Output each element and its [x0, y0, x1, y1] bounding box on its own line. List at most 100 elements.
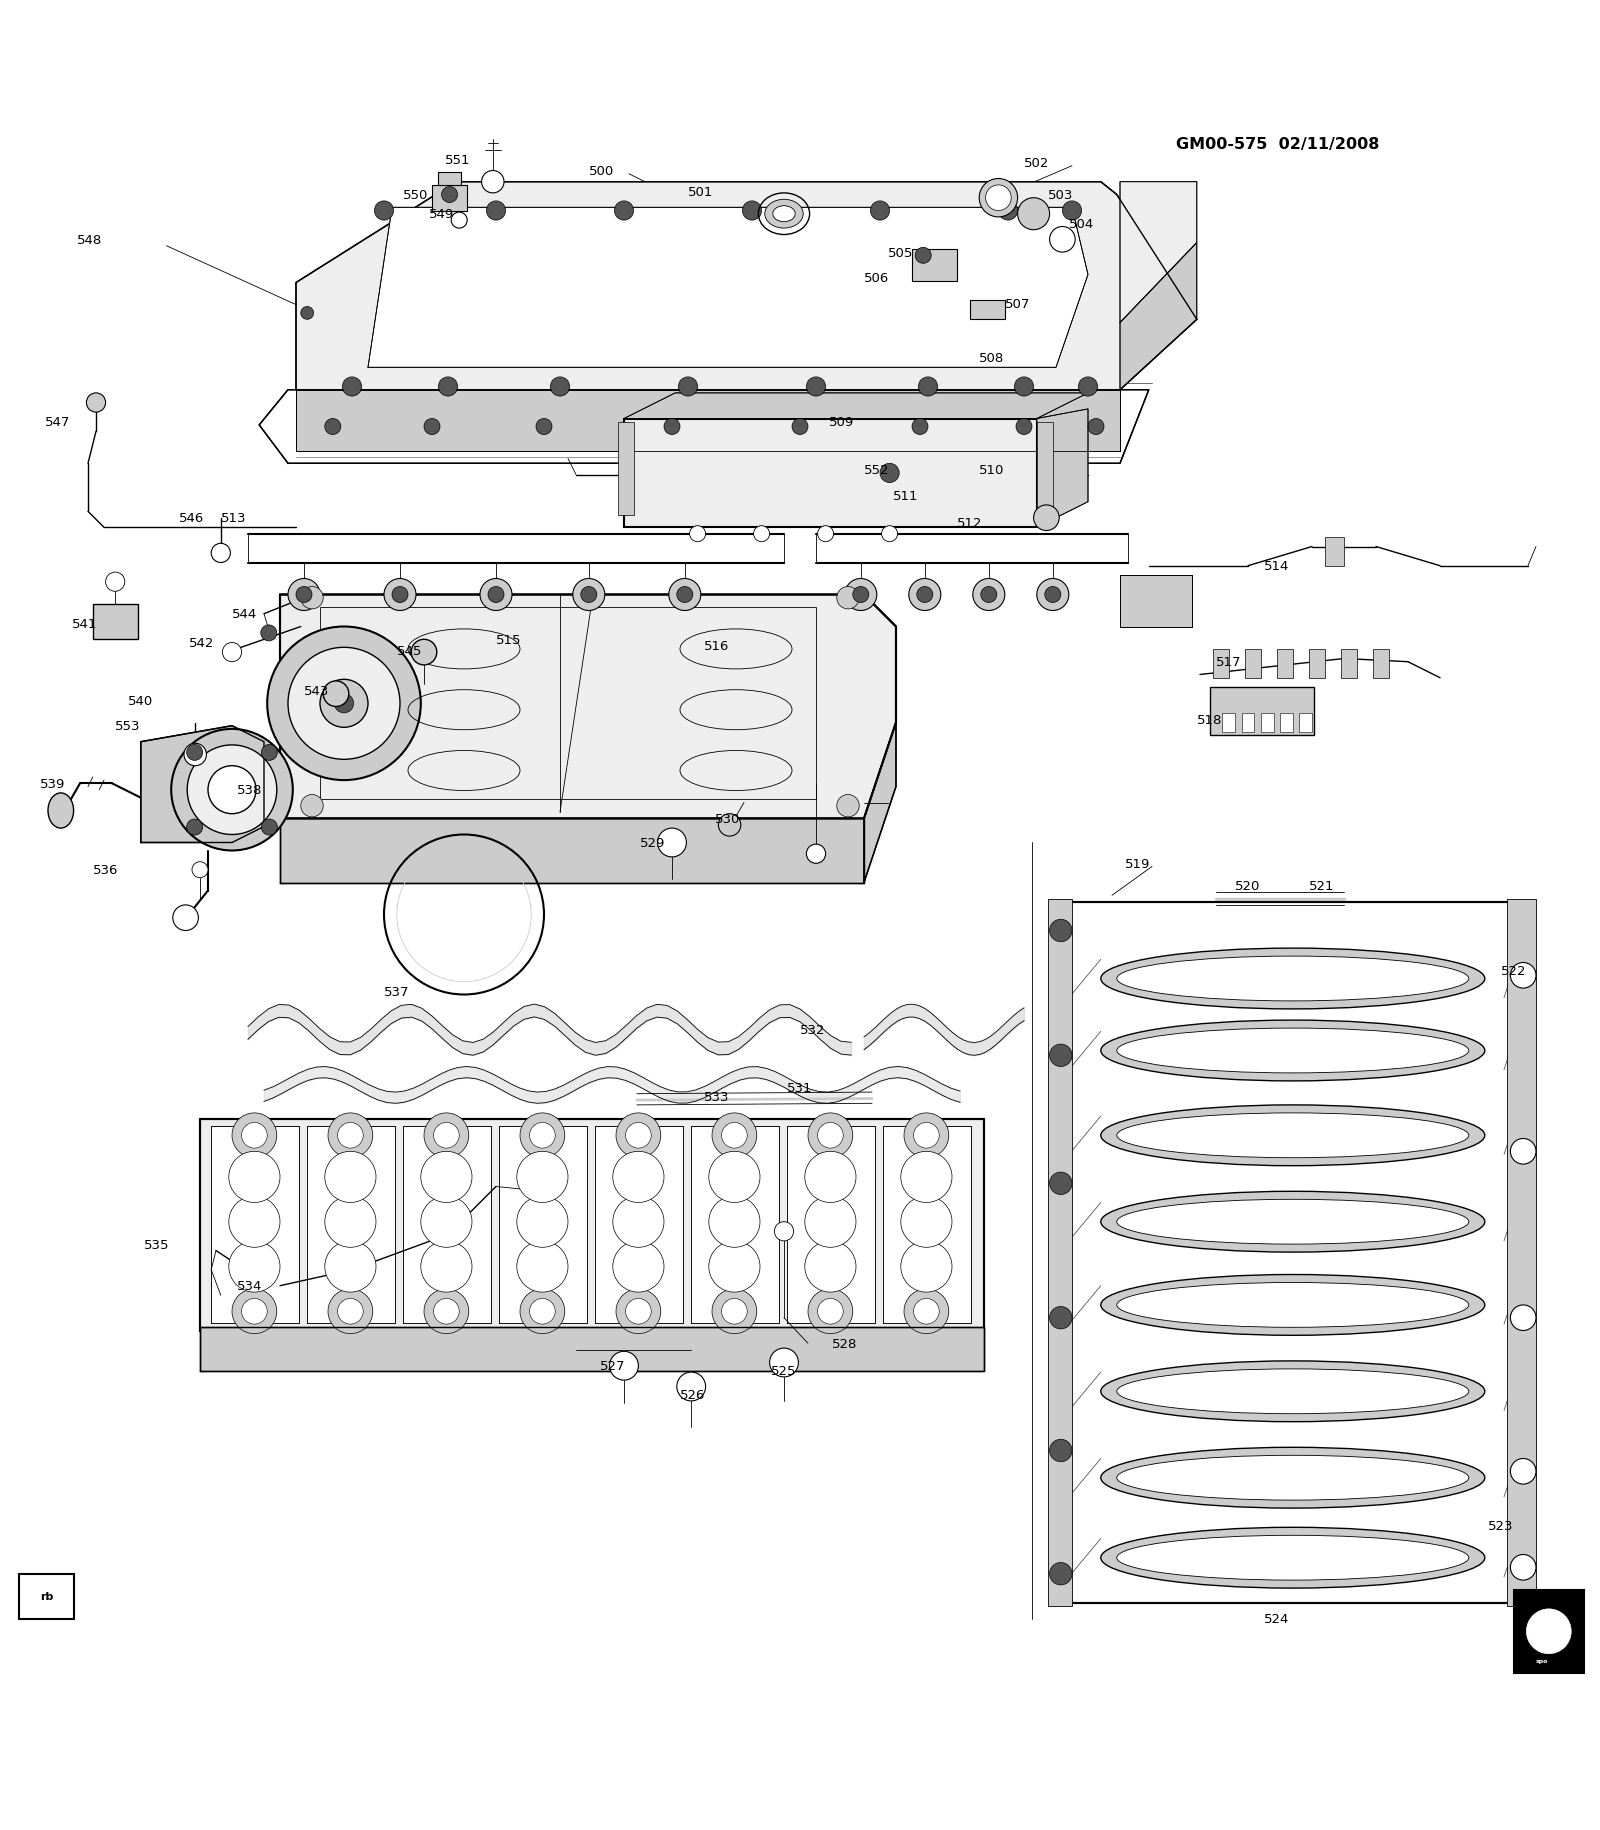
- Polygon shape: [307, 1125, 395, 1323]
- Bar: [1242, 714, 1254, 732]
- Ellipse shape: [1101, 1362, 1485, 1422]
- Bar: [432, 187, 467, 212]
- Circle shape: [722, 1124, 747, 1149]
- Text: 512: 512: [957, 516, 982, 529]
- Circle shape: [520, 1288, 565, 1334]
- Circle shape: [288, 648, 400, 759]
- Text: 518: 518: [1197, 714, 1222, 727]
- Circle shape: [242, 1299, 267, 1325]
- Circle shape: [1050, 1307, 1072, 1329]
- Circle shape: [520, 1113, 565, 1158]
- Circle shape: [229, 1197, 280, 1248]
- Text: 523: 523: [1488, 1519, 1514, 1532]
- Circle shape: [261, 626, 277, 642]
- Bar: [1037, 423, 1053, 516]
- Bar: [1048, 899, 1072, 1605]
- Ellipse shape: [1101, 1448, 1485, 1508]
- Circle shape: [173, 906, 198, 931]
- Circle shape: [1037, 578, 1069, 611]
- Circle shape: [709, 1197, 760, 1248]
- Ellipse shape: [1117, 1455, 1469, 1501]
- Text: 502: 502: [1024, 157, 1050, 170]
- Circle shape: [818, 1299, 843, 1325]
- Text: 521: 521: [1309, 880, 1334, 893]
- Ellipse shape: [1117, 1113, 1469, 1158]
- Circle shape: [808, 1113, 853, 1158]
- Circle shape: [421, 1197, 472, 1248]
- Text: 549: 549: [429, 209, 454, 221]
- Circle shape: [338, 1299, 363, 1325]
- Circle shape: [754, 527, 770, 542]
- Text: 546: 546: [179, 512, 205, 525]
- Text: gm: gm: [1539, 1643, 1552, 1652]
- Circle shape: [424, 1288, 469, 1334]
- Circle shape: [480, 578, 512, 611]
- Polygon shape: [211, 1125, 299, 1323]
- Circle shape: [613, 1197, 664, 1248]
- Bar: [1213, 650, 1229, 679]
- Text: 533: 533: [704, 1091, 730, 1103]
- Circle shape: [242, 1124, 267, 1149]
- Circle shape: [434, 1299, 459, 1325]
- Bar: [1280, 714, 1293, 732]
- Text: 507: 507: [1005, 298, 1030, 311]
- Polygon shape: [296, 390, 1120, 452]
- Circle shape: [806, 845, 826, 864]
- Circle shape: [904, 1113, 949, 1158]
- Text: GM00-575  02/11/2008: GM00-575 02/11/2008: [1176, 137, 1379, 152]
- Circle shape: [677, 587, 693, 604]
- Text: 529: 529: [640, 836, 666, 849]
- Circle shape: [323, 681, 349, 706]
- Polygon shape: [691, 1125, 779, 1323]
- Text: 500: 500: [589, 165, 614, 178]
- Circle shape: [424, 419, 440, 436]
- Circle shape: [1062, 201, 1082, 221]
- Bar: [1309, 650, 1325, 679]
- Text: 514: 514: [1264, 560, 1290, 573]
- Circle shape: [658, 829, 686, 858]
- Circle shape: [211, 544, 230, 564]
- Text: 522: 522: [1501, 964, 1526, 977]
- Ellipse shape: [1101, 1276, 1485, 1336]
- Text: 544: 544: [232, 608, 258, 620]
- Circle shape: [261, 820, 277, 836]
- Text: 553: 553: [115, 719, 141, 732]
- Circle shape: [288, 578, 320, 611]
- Polygon shape: [368, 209, 1088, 368]
- Circle shape: [901, 1197, 952, 1248]
- Bar: [1222, 714, 1235, 732]
- Circle shape: [722, 1299, 747, 1325]
- Bar: [912, 249, 957, 282]
- Circle shape: [610, 1352, 638, 1380]
- Circle shape: [770, 1349, 798, 1378]
- Circle shape: [342, 377, 362, 397]
- Circle shape: [325, 1241, 376, 1292]
- Circle shape: [338, 1124, 363, 1149]
- Circle shape: [626, 1124, 651, 1149]
- Circle shape: [808, 1288, 853, 1334]
- Text: 528: 528: [832, 1338, 858, 1351]
- Circle shape: [573, 578, 605, 611]
- Circle shape: [229, 1241, 280, 1292]
- Polygon shape: [1056, 902, 1533, 1603]
- Circle shape: [438, 377, 458, 397]
- Ellipse shape: [1101, 948, 1485, 1010]
- Text: 513: 513: [221, 512, 246, 525]
- Bar: [438, 174, 461, 187]
- Text: spo: spo: [1536, 1658, 1549, 1663]
- Circle shape: [709, 1241, 760, 1292]
- Ellipse shape: [1117, 1369, 1469, 1415]
- Ellipse shape: [1117, 1283, 1469, 1327]
- Circle shape: [1088, 419, 1104, 436]
- Circle shape: [517, 1151, 568, 1202]
- Circle shape: [805, 1151, 856, 1202]
- Polygon shape: [141, 727, 264, 844]
- Text: 527: 527: [600, 1360, 626, 1372]
- Circle shape: [486, 201, 506, 221]
- Circle shape: [616, 1288, 661, 1334]
- Circle shape: [421, 1151, 472, 1202]
- Circle shape: [328, 1288, 373, 1334]
- Circle shape: [914, 1299, 939, 1325]
- Text: 501: 501: [688, 185, 714, 199]
- Text: 547: 547: [45, 415, 70, 428]
